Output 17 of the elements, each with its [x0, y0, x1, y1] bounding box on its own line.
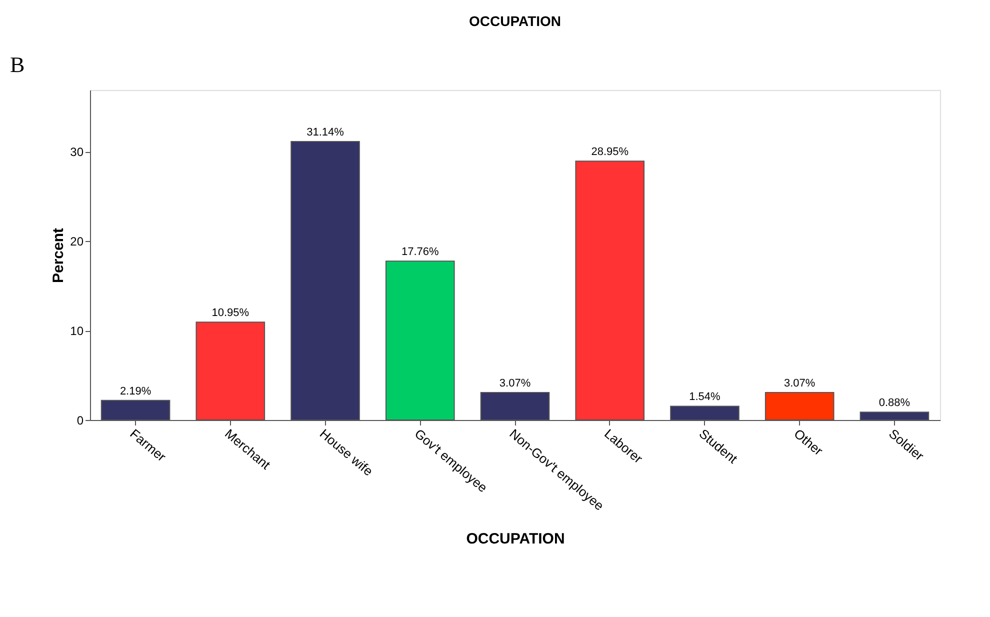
y-tick-label: 10	[70, 324, 84, 338]
data-label: 28.95%	[591, 146, 629, 158]
y-tick-label: 20	[70, 234, 84, 249]
data-label: 3.07%	[499, 378, 531, 390]
x-axis-title: OCCUPATION	[466, 530, 565, 548]
text: B	[10, 52, 25, 77]
data-label: 17.76%	[401, 246, 440, 258]
y-tick-label: 0	[76, 414, 84, 428]
data-label: 0.88%	[878, 397, 910, 410]
data-label: 1.54%	[689, 391, 721, 404]
data-label: 31.14%	[306, 126, 344, 139]
chart-title: OCCUPATION	[468, 13, 562, 29]
data-label: 2.19%	[120, 385, 152, 398]
y-axis-title: Percent	[50, 228, 68, 284]
data-label: 3.07%	[784, 378, 816, 390]
y-tick-label: 30	[70, 145, 84, 160]
data-label: 10.95%	[212, 307, 250, 320]
